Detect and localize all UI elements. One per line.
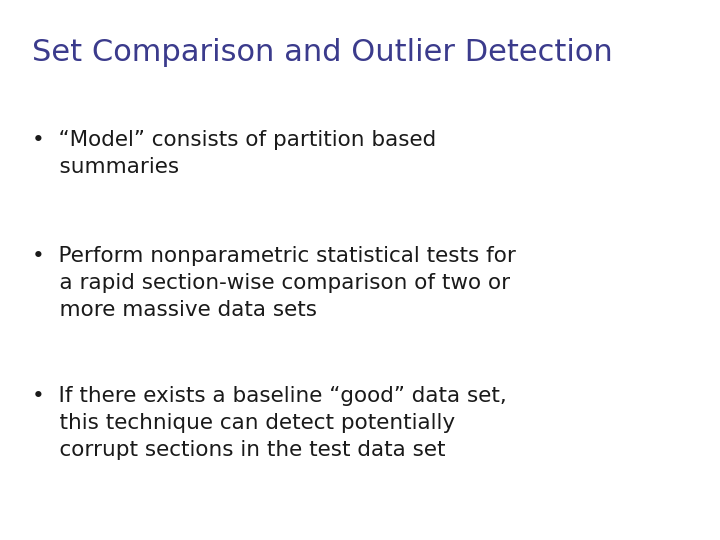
Text: •  If there exists a baseline “good” data set,
    this technique can detect pot: • If there exists a baseline “good” data… <box>32 386 507 461</box>
Text: Set Comparison and Outlier Detection: Set Comparison and Outlier Detection <box>32 38 613 67</box>
Text: •  Perform nonparametric statistical tests for
    a rapid section-wise comparis: • Perform nonparametric statistical test… <box>32 246 516 320</box>
Text: •  “Model” consists of partition based
    summaries: • “Model” consists of partition based su… <box>32 130 436 177</box>
